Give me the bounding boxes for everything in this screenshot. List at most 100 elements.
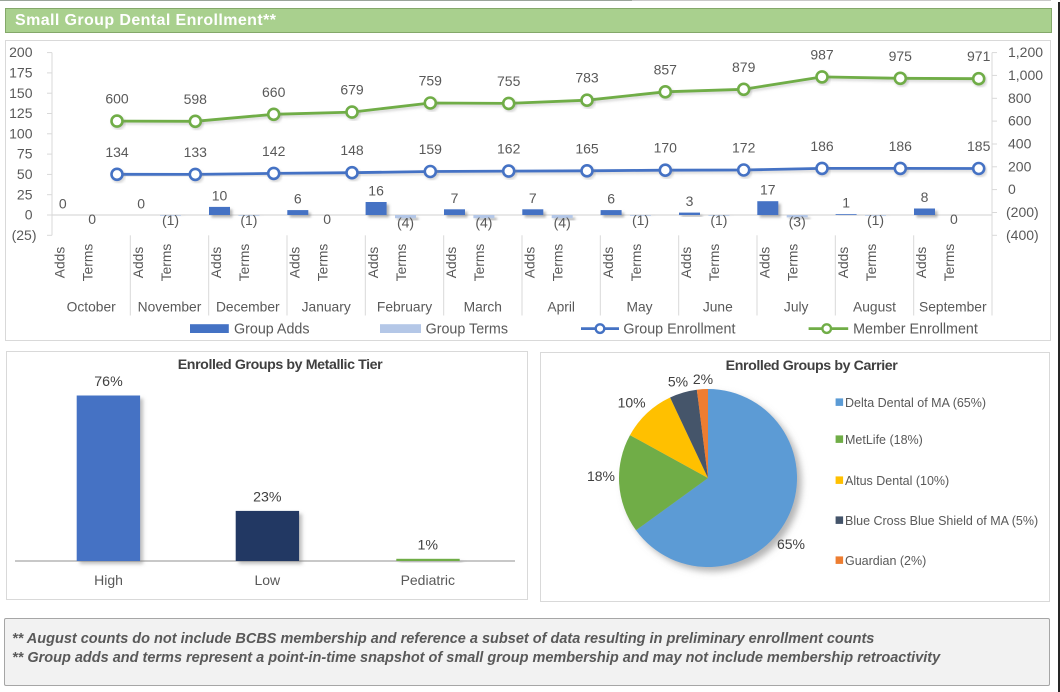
svg-text:Adds: Adds — [444, 247, 459, 279]
svg-text:162: 162 — [497, 141, 521, 157]
svg-text:1,200: 1,200 — [1008, 44, 1043, 60]
svg-text:165: 165 — [575, 140, 599, 156]
svg-text:10: 10 — [212, 187, 228, 203]
svg-text:Altus Dental (10%): Altus Dental (10%) — [845, 474, 949, 488]
svg-text:879: 879 — [732, 59, 756, 75]
svg-text:150: 150 — [9, 85, 33, 101]
svg-text:Adds: Adds — [679, 247, 694, 279]
svg-text:6: 6 — [294, 191, 302, 207]
svg-text:Enrolled Groups by Carrier: Enrolled Groups by Carrier — [726, 358, 899, 374]
svg-text:185: 185 — [967, 138, 991, 154]
svg-text:16: 16 — [368, 183, 384, 199]
svg-text:April: April — [547, 300, 575, 315]
svg-text:(1): (1) — [162, 212, 179, 228]
svg-text:Delta Dental of MA (65%): Delta Dental of MA (65%) — [845, 396, 986, 410]
svg-text:50: 50 — [17, 166, 33, 182]
svg-text:0: 0 — [950, 211, 958, 227]
svg-text:975: 975 — [889, 48, 913, 64]
svg-text:January: January — [302, 300, 351, 315]
svg-text:November: November — [138, 300, 202, 315]
svg-text:Terms: Terms — [237, 244, 252, 282]
svg-text:755: 755 — [497, 73, 521, 89]
svg-text:Adds: Adds — [53, 247, 68, 279]
svg-text:Adds: Adds — [366, 247, 381, 279]
svg-text:133: 133 — [184, 144, 208, 160]
svg-text:Adds: Adds — [288, 247, 303, 279]
svg-text:Terms: Terms — [394, 244, 409, 282]
svg-text:759: 759 — [419, 73, 443, 89]
svg-text:159: 159 — [419, 141, 443, 157]
svg-text:Low: Low — [254, 572, 281, 588]
svg-text:December: December — [216, 300, 280, 315]
svg-text:175: 175 — [9, 65, 33, 81]
svg-text:200: 200 — [9, 44, 33, 60]
svg-text:5%: 5% — [668, 373, 688, 389]
svg-text:Adds: Adds — [836, 247, 851, 279]
svg-text:August: August — [853, 300, 896, 315]
svg-text:100: 100 — [9, 125, 33, 141]
svg-text:Terms: Terms — [159, 244, 174, 282]
svg-text:3: 3 — [686, 193, 694, 209]
svg-text:(4): (4) — [397, 214, 414, 230]
svg-text:172: 172 — [732, 140, 756, 156]
svg-text:800: 800 — [1008, 90, 1032, 106]
svg-text:September: September — [919, 300, 987, 315]
svg-text:76%: 76% — [94, 374, 123, 390]
svg-text:(1): (1) — [710, 212, 727, 228]
svg-text:(1): (1) — [240, 212, 257, 228]
svg-text:134: 134 — [105, 144, 129, 160]
svg-text:(4): (4) — [475, 214, 492, 230]
svg-text:(25): (25) — [12, 227, 37, 243]
svg-text:170: 170 — [654, 140, 678, 156]
svg-text:23%: 23% — [253, 489, 282, 505]
svg-text:Terms: Terms — [472, 244, 487, 282]
svg-text:(200): (200) — [1006, 204, 1039, 220]
svg-text:6: 6 — [607, 191, 615, 207]
svg-text:Adds: Adds — [914, 247, 929, 279]
svg-text:Adds: Adds — [209, 247, 224, 279]
svg-text:25: 25 — [17, 186, 33, 202]
svg-text:Blue Cross Blue Shield of MA (: Blue Cross Blue Shield of MA (5%) — [845, 514, 1038, 528]
svg-text:March: March — [464, 300, 502, 315]
svg-text:Pediatric: Pediatric — [401, 572, 455, 588]
svg-text:Terms: Terms — [707, 244, 722, 282]
svg-text:971: 971 — [967, 48, 991, 64]
svg-text:8: 8 — [921, 189, 929, 205]
svg-text:0: 0 — [137, 196, 145, 212]
svg-text:Enrolled Groups by Metallic Ti: Enrolled Groups by Metallic Tier — [178, 357, 383, 373]
svg-text:857: 857 — [654, 61, 678, 77]
svg-text:600: 600 — [105, 91, 129, 107]
svg-text:142: 142 — [262, 143, 286, 159]
svg-text:Guardian (2%): Guardian (2%) — [845, 554, 926, 568]
svg-text:Terms: Terms — [786, 244, 801, 282]
svg-text:Group Adds: Group Adds — [234, 321, 310, 337]
svg-text:10%: 10% — [618, 394, 646, 410]
svg-text:17: 17 — [760, 182, 776, 198]
svg-text:MetLife (18%): MetLife (18%) — [845, 433, 923, 447]
svg-text:125: 125 — [9, 105, 33, 121]
svg-text:(3): (3) — [789, 214, 806, 230]
svg-text:Group Enrollment: Group Enrollment — [623, 321, 735, 337]
svg-text:18%: 18% — [587, 468, 615, 484]
svg-text:(1): (1) — [632, 212, 649, 228]
svg-text:Terms: Terms — [81, 244, 96, 282]
svg-text:Terms: Terms — [864, 244, 879, 282]
svg-text:(1): (1) — [867, 212, 884, 228]
svg-text:598: 598 — [184, 91, 208, 107]
svg-text:Terms: Terms — [942, 244, 957, 282]
svg-text:2%: 2% — [693, 371, 713, 387]
svg-text:July: July — [784, 300, 809, 315]
svg-text:1%: 1% — [418, 537, 439, 553]
svg-text:0: 0 — [1008, 181, 1016, 197]
svg-text:200: 200 — [1008, 158, 1032, 174]
svg-text:(400): (400) — [1006, 227, 1039, 243]
svg-text:0: 0 — [323, 211, 331, 227]
svg-text:0: 0 — [59, 196, 67, 212]
svg-text:1: 1 — [842, 195, 850, 211]
svg-text:987: 987 — [810, 46, 834, 62]
svg-text:Member Enrollment: Member Enrollment — [853, 321, 978, 337]
svg-text:660: 660 — [262, 84, 286, 100]
svg-text:May: May — [626, 300, 652, 315]
svg-text:148: 148 — [340, 142, 364, 158]
svg-text:Adds: Adds — [758, 247, 773, 279]
